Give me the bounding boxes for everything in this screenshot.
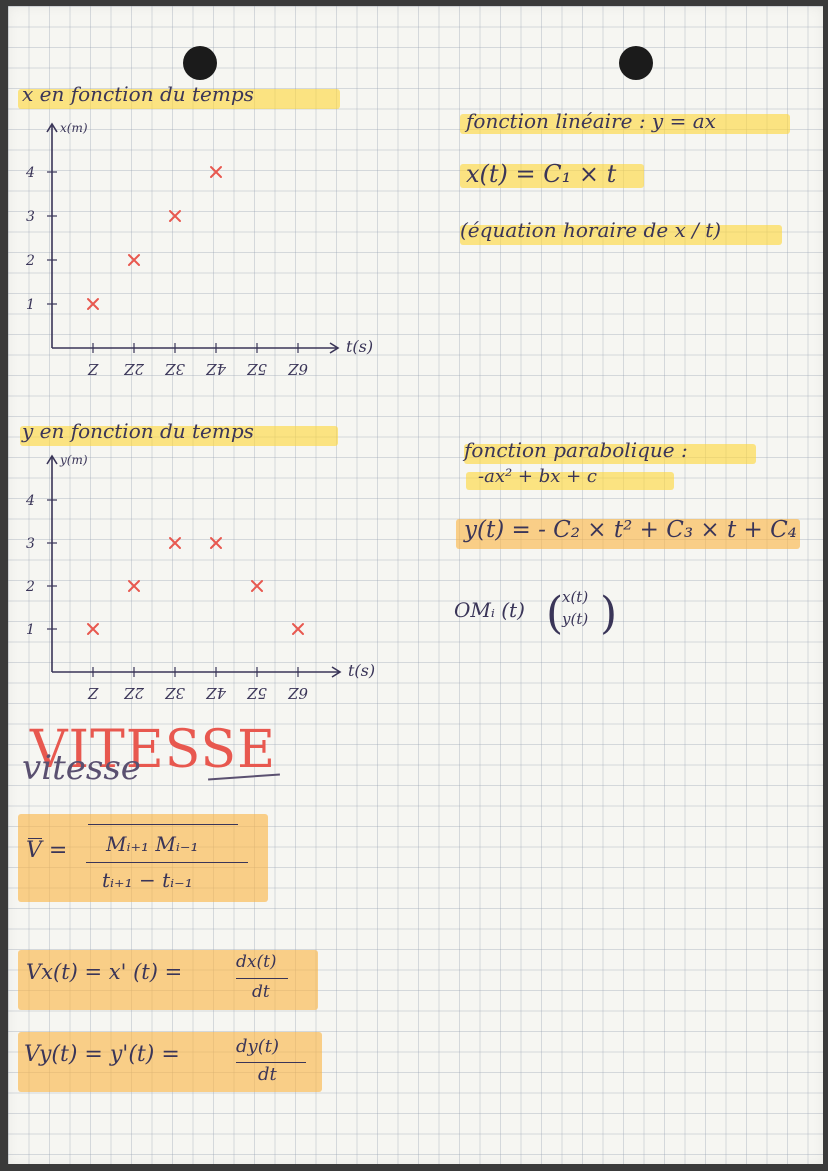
vy-equation: Vy(t) = y'(t) =: [24, 1042, 180, 1067]
vx-equation: Vx(t) = x' (t) =: [26, 960, 183, 984]
chart1-title: x en fonction du temps: [22, 82, 254, 106]
x-tick-label: 4Z: [205, 360, 227, 378]
y-tick-label: 1: [26, 297, 35, 313]
vy-numerator: dy(t): [236, 1036, 279, 1057]
velocity-numerator: Mᵢ₊₁ Mᵢ₋₁: [106, 832, 199, 856]
vitesse-cursive: vitesse: [22, 748, 141, 788]
y-axis-arrow: [46, 122, 58, 133]
y-tick-label: 2: [25, 579, 35, 595]
x-axis-label: t(s): [348, 661, 375, 680]
y-tick-label: 4: [25, 493, 35, 509]
x-tick-label: 3Z: [164, 684, 185, 702]
formula-highlight: [18, 950, 318, 1010]
y-axis-label: x(m): [60, 121, 88, 135]
x-axis-label: t(s): [346, 337, 373, 356]
note-highlight: [464, 444, 756, 464]
om-y-component: y(t): [562, 610, 589, 628]
y-tick-label: 3: [26, 536, 35, 552]
title-highlight: [20, 426, 338, 446]
om-vector-label: OMᵢ (t): [454, 598, 525, 622]
y-tick-label: 2: [25, 253, 35, 269]
x-tick-label: 6Z: [287, 360, 308, 378]
x-tick-label: Z: [87, 360, 99, 378]
vx-numerator: dx(t): [236, 952, 277, 972]
parabolic-title: fonction parabolique :: [464, 438, 688, 462]
vx-denominator: dt: [252, 982, 270, 1002]
y-axis-label: y(m): [59, 453, 88, 467]
x-tick-label: 2Z: [123, 360, 145, 378]
data-point-cross: [169, 537, 181, 549]
om-x-component: x(t): [562, 588, 589, 606]
x-axis-arrow: [331, 666, 342, 678]
y-tick-label: 3: [26, 209, 35, 225]
data-point-cross: [210, 166, 222, 178]
parabolic-equation: y(t) = - C₂ × t² + C₃ × t + C₄: [464, 517, 797, 543]
data-point-cross: [87, 623, 99, 635]
chart2-title: y en fonction du temps: [22, 419, 254, 443]
x-tick-label: Z: [87, 684, 99, 702]
data-point-cross: [292, 623, 304, 635]
data-point-cross: [251, 580, 263, 592]
note-highlight: [456, 519, 800, 549]
x-axis-arrow: [329, 342, 340, 354]
parabolic-form: -ax² + bx + c: [478, 466, 597, 487]
data-point-cross: [128, 254, 140, 266]
linear-function-title: fonction linéaire : y = ax: [466, 109, 716, 133]
note-highlight: [466, 472, 674, 490]
vy-denominator: dt: [258, 1064, 277, 1085]
note-highlight: [460, 164, 644, 188]
title-highlight: [18, 89, 340, 109]
fraction-bar: [236, 978, 288, 979]
data-point-cross: [169, 210, 181, 222]
velocity-label: V =: [26, 838, 68, 863]
vector-arrow: [88, 824, 238, 825]
formula-highlight: [18, 814, 268, 902]
x-tick-label: 2Z: [123, 684, 145, 702]
x-tick-label: 5Z: [246, 684, 267, 702]
x-tick-label: 5Z: [246, 360, 267, 378]
x-tick-label: 3Z: [164, 360, 185, 378]
matrix-paren-right: ): [600, 588, 618, 639]
vitesse-heading: VITESSE: [30, 720, 277, 780]
y-tick-label: 1: [26, 622, 35, 638]
data-point-cross: [87, 298, 99, 310]
note-highlight: [460, 114, 790, 134]
data-point-cross: [128, 580, 140, 592]
data-point-cross: [210, 537, 222, 549]
matrix-paren-left: (: [546, 588, 564, 639]
punch-hole-left: [183, 46, 217, 80]
fraction-bar: [236, 1062, 306, 1063]
chart-x-vs-time: t(s) x(m) Z 2Z 3Z 4Z 5Z 6Z 4 3 2 1 t(s) y(m) Z 2Z 3Z 4Z 5Z…: [25, 121, 375, 702]
velocity-denominator: tᵢ₊₁ − tᵢ₋₁: [102, 868, 193, 892]
x-tick-label: 4Z: [205, 684, 227, 702]
y-tick-label: 4: [25, 165, 35, 181]
x-tick-label: 6Z: [287, 684, 308, 702]
fraction-bar: [86, 862, 248, 863]
linear-equation: x(t) = C₁ × t: [466, 160, 617, 188]
punch-hole-right: [619, 46, 653, 80]
y-axis-arrow: [46, 454, 58, 465]
notebook-page: x en fonction du temps t(s) x(m) Z 2Z 3Z 4Z 5Z…: [8, 6, 823, 1164]
note-highlight: [460, 225, 782, 245]
vector-arrow: [28, 838, 42, 839]
linear-caption: (équation horaire de x / t): [460, 218, 722, 242]
